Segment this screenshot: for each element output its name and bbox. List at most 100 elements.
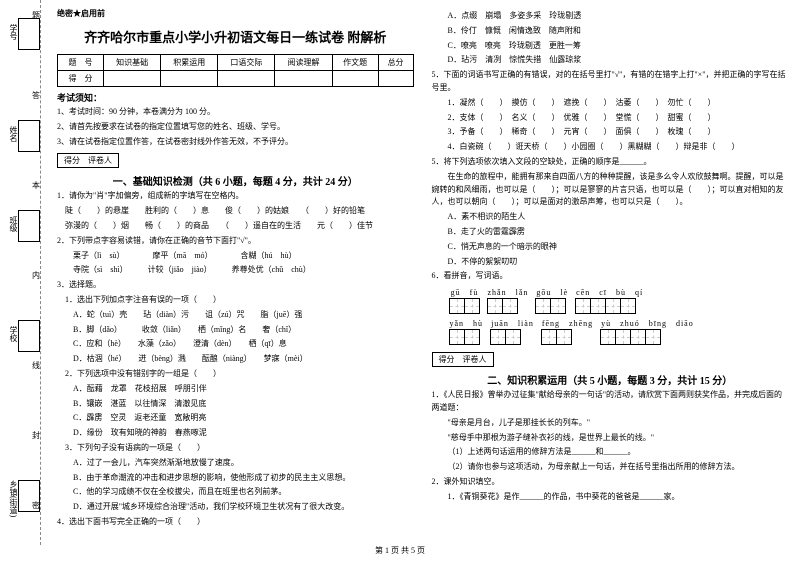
- notice-1: 1、考试时间：90 分钟，本卷满分为 100 分。: [57, 106, 414, 119]
- binding-char-1: 答: [32, 90, 40, 101]
- binding-margin: 学号 姓名 班级 学校 乡镇(街道) 题 答 本 内 线 封 密: [0, 0, 45, 545]
- binding-char-5: 封: [32, 430, 40, 441]
- score-box-1: 得分 评卷人: [57, 153, 119, 168]
- content-area: 绝密★启用前 齐齐哈尔市重点小学小升初语文每日一练试卷 附解析 题 号 知识基础…: [45, 0, 800, 545]
- q3-opt1c: C．应和（hè） 水藻（zǎo） 澄清（dèn） 栖（qī）息: [57, 338, 414, 351]
- q4-stem: 4．选出下面书写完全正确的一项（ ）: [57, 516, 414, 529]
- pinyin-row-2: yǎn hù juān liàn fēng zhēng yù zhuó bīng di…: [450, 318, 789, 345]
- pinyin-cell: fēng zhēng: [542, 318, 593, 345]
- blank-cell[interactable]: [104, 71, 161, 87]
- pinyin-text: gōu lè: [536, 287, 568, 298]
- q5-line-2: 2．支体（ ） 名义（ ） 优雅（ ） 堂慌（ ） 甜蜜（ ）: [432, 112, 789, 125]
- q6-opta: A．素不相识的陌生人: [432, 211, 789, 224]
- q2-line-2: 寺院（sì shì） 计较（jiǎo jiào） 养尊处优（chǔ chù）: [57, 264, 414, 277]
- char-write-box[interactable]: [601, 329, 694, 345]
- pinyin-text: juān liàn: [491, 318, 534, 329]
- th-0: 题 号: [58, 55, 104, 71]
- binding-box-3: [18, 320, 40, 352]
- part1-title: 一、基础知识检测（共 6 小题，每题 4 分，共计 24 分）: [57, 173, 414, 188]
- notice-2: 2、请首先按要求在试卷的指定位置填写您的姓名、班级、学号。: [57, 121, 414, 134]
- binding-char-6: 密: [32, 500, 40, 511]
- binding-char-2: 本: [32, 180, 40, 191]
- char-write-box[interactable]: [488, 298, 529, 314]
- th-3: 口语交际: [218, 55, 275, 71]
- p2q1-line-3: （1）上述两句话运用的修辞方法是______和______。: [432, 446, 789, 459]
- score-box-2: 得分 评卷人: [432, 352, 494, 367]
- notice-title: 考试须知：: [57, 91, 414, 104]
- pinyin-text: gū fù: [450, 287, 480, 298]
- binding-label-2: 班级: [8, 216, 19, 232]
- p2q1-stem: 1．《人民日报》曾举办过征集"献给母亲的一句话"的活动，请欣赏下面两则获奖作品，…: [432, 389, 789, 415]
- p2q2-line-1: 1．《青铜葵花》是作______的作品，书中葵花的爸爸是______家。: [432, 491, 789, 504]
- pinyin-row-1: gū fù zhǎn lǎn gōu lè cēn cī bù qí: [450, 287, 789, 314]
- q3-opt3b: B．由于革命潮流的冲击和进步思想的影响，使他形成了初步的民主主义思想。: [57, 472, 414, 485]
- exam-page: 学号 姓名 班级 学校 乡镇(街道) 题 答 本 内 线 封 密 绝密★启用前 …: [0, 0, 800, 545]
- blank-cell[interactable]: [275, 71, 332, 87]
- score-table: 题 号 知识基础 积累运用 口语交际 阅读理解 作文题 总分 得 分: [57, 54, 414, 87]
- binding-box-0: [18, 18, 40, 50]
- binding-label-4: 乡镇(街道): [8, 480, 19, 517]
- q6-text: 在生命的旅程中，能拥有那来自四面八方的种种提醒，该是多么令人欢欣鼓舞啊。提醒，可…: [432, 171, 789, 209]
- q2-line-1: 栗子（lì sù） 摩平（mā mó） 含糊（hú hù）: [57, 250, 414, 263]
- q1-line-1: 陡（ ）的悬崖 胜利的（ ）息 俊（ ）的姑娘 （ ）好的铅笔: [57, 205, 414, 218]
- p2q1-line-4: （2）请你也参与这项活动，为母亲献上一句话，并在括号里指出所用的修辞方法。: [432, 461, 789, 474]
- q5-line-4: 4．白瓷碗（ ）诳天桥（ ）小园圈（ ）黑糊糊（ ）辩是非（ ）: [432, 141, 789, 154]
- table-row: 题 号 知识基础 积累运用 口语交际 阅读理解 作文题 总分: [58, 55, 414, 71]
- pinyin-text: cēn cī bù qí: [576, 287, 643, 298]
- blank-cell[interactable]: [161, 71, 218, 87]
- blank-cell[interactable]: [332, 71, 378, 87]
- q3-sub1: 1．选出下列加点字注音有误的一项（ ）: [57, 294, 414, 307]
- q3-sub2: 2．下列选项中没有错别字的一组是（ ）: [57, 368, 414, 381]
- binding-label-0: 学号: [8, 24, 19, 40]
- q3-opt1a: A．蛇（tuì）壳 玷（diàn）污 诅（zú）咒 脂（juē）强: [57, 309, 414, 322]
- char-write-box[interactable]: [450, 329, 484, 345]
- binding-dash-line: [40, 0, 41, 545]
- pinyin-cell: yù zhuó bīng diāo: [601, 318, 694, 345]
- q3-opt3a: A．过了一会儿，汽车突然渐渐地放慢了速度。: [57, 457, 414, 470]
- binding-char-4: 线: [32, 360, 40, 371]
- th-2: 积累运用: [161, 55, 218, 71]
- q5-line-3: 3．予备（ ） 稀奇（ ） 元宵（ ） 面俱（ ） 枚瑰（ ）: [432, 126, 789, 139]
- pinyin-text: yù zhuó bīng diāo: [601, 318, 694, 329]
- part2-title: 二、知识积累运用（共 5 小题，每题 3 分，共计 15 分）: [432, 372, 789, 387]
- q3-opt2a: A．酝藉 龙罩 花枝招展 呼朋引伴: [57, 383, 414, 396]
- q2-stem: 2．下列带点字容易读错，请你在正确的音节下面打"√"。: [57, 235, 414, 248]
- page-footer: 第 1 页 共 5 页: [0, 545, 800, 556]
- pinyin-cell: zhǎn lǎn: [488, 287, 529, 314]
- q3-opt1d: D．枯涸（hé） 迸（bèng）溅 酝酿（niàng） 梦寐（mèi）: [57, 353, 414, 366]
- char-write-box[interactable]: [542, 329, 593, 345]
- th-5: 作文题: [332, 55, 378, 71]
- binding-label-1: 姓名: [8, 126, 19, 142]
- blank-cell[interactable]: [218, 71, 275, 87]
- right-column: A．点缀 崩塌 多姿多采 玲珑剔透 B．伶仃 慷慨 闲情逸致 随声附和 C．嘹亮…: [432, 8, 789, 537]
- q1-stem: 1．请你为"肖"字加偏旁，组成新的字填写在空格内。: [57, 190, 414, 203]
- q6-optb: B．走了火的雷霆霹雳: [432, 226, 789, 239]
- char-write-box[interactable]: [536, 298, 568, 314]
- binding-char-0: 题: [32, 10, 40, 21]
- secret-mark: 绝密★启用前: [57, 8, 414, 19]
- q3-opt2b: B．镶嵌 湛蓝 以往情深 清澈见底: [57, 398, 414, 411]
- pinyin-cell: juān liàn: [491, 318, 534, 345]
- q3-stem: 3．选择题。: [57, 279, 414, 292]
- q4-optb: B．伶仃 慷慨 闲情逸致 随声附和: [432, 25, 789, 38]
- pinyin-text: fēng zhēng: [542, 318, 593, 329]
- q7-stem: 6．看拼音，写词语。: [432, 270, 789, 283]
- q4-optd: D．玷污 清冽 惊慌失措 仙露琼浆: [432, 54, 789, 67]
- q3-sub3: 3．下列句子没有语病的一项是（ ）: [57, 442, 414, 455]
- th-4: 阅读理解: [275, 55, 332, 71]
- char-write-box[interactable]: [491, 329, 534, 345]
- binding-box-2: [18, 210, 40, 242]
- q4-opta: A．点缀 崩塌 多姿多采 玲珑剔透: [432, 10, 789, 23]
- pinyin-cell: yǎn hù: [450, 318, 484, 345]
- char-write-box[interactable]: [450, 298, 480, 314]
- char-write-box[interactable]: [576, 298, 643, 314]
- q3-opt2c: C．霹雳 空灵 返老还童 宽敞明亮: [57, 412, 414, 425]
- q5-line-1: 1．凝然（ ） 摸仿（ ） 遮挽（ ） 沽萎（ ） 勿忙（ ）: [432, 97, 789, 110]
- pinyin-text: zhǎn lǎn: [488, 287, 529, 298]
- table-row: 得 分: [58, 71, 414, 87]
- binding-char-3: 内: [32, 270, 40, 281]
- row-label: 得 分: [58, 71, 104, 87]
- binding-label-3: 学校: [8, 326, 19, 342]
- blank-cell[interactable]: [378, 71, 413, 87]
- binding-box-1: [18, 120, 40, 152]
